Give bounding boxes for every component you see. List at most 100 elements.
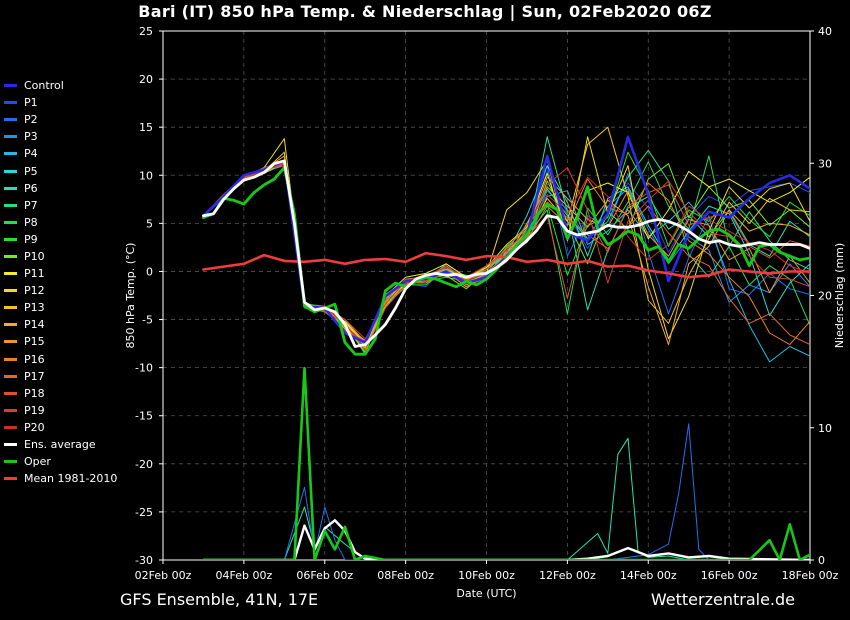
legend-swatch (4, 460, 17, 464)
legend-swatch (4, 152, 17, 156)
legend-label: P5 (24, 164, 38, 178)
series-line (201, 159, 810, 348)
legend-item: Oper (4, 453, 134, 470)
legend-item: P6 (4, 180, 134, 197)
precip-line (202, 519, 810, 560)
legend-label: P9 (24, 232, 38, 246)
y2-tick-label: 40 (818, 25, 832, 38)
legend-swatch (4, 425, 17, 429)
legend-label: P12 (24, 284, 45, 298)
legend-swatch (4, 374, 17, 378)
legend-label: Mean 1981-2010 (24, 472, 118, 486)
x-axis-title: Date (UTC) (456, 587, 516, 600)
legend-label: P1 (24, 96, 38, 110)
y-tick-label: -5 (142, 314, 153, 327)
y-tick-label: -25 (135, 506, 153, 519)
legend-item: P19 (4, 402, 134, 419)
legend-label: Control (24, 79, 64, 93)
x-tick-label: 12Feb 00z (539, 569, 596, 582)
y-tick-label: 20 (139, 73, 153, 86)
legend-item: P2 (4, 111, 134, 128)
legend-swatch (4, 254, 17, 258)
legend-label: P17 (24, 369, 45, 383)
legend-item: Mean 1981-2010 (4, 470, 134, 487)
legend-label: P3 (24, 130, 38, 144)
legend-swatch (4, 272, 17, 276)
legend-swatch (4, 220, 17, 224)
legend-item: P4 (4, 145, 134, 162)
x-tick-label: 18Feb 00z (782, 569, 839, 582)
y-tick-label: -10 (135, 362, 153, 375)
legend-item: P10 (4, 248, 134, 265)
legend-label: P18 (24, 386, 45, 400)
legend-label: P13 (24, 301, 45, 315)
y-tick-label: 0 (146, 265, 153, 278)
y-tick-label: 25 (139, 25, 153, 38)
legend-item: P16 (4, 351, 134, 368)
legend-label: P11 (24, 267, 45, 281)
legend-swatch (4, 135, 17, 139)
legend-swatch (4, 306, 17, 310)
y-tick-label: -30 (135, 554, 153, 567)
legend-swatch (4, 357, 17, 361)
y-tick-label: 15 (139, 121, 153, 134)
x-tick-label: 16Feb 00z (701, 569, 758, 582)
legend-label: Ens. average (24, 438, 96, 452)
legend-label: P6 (24, 181, 38, 195)
legend-item: P3 (4, 128, 134, 145)
legend-swatch (4, 289, 17, 293)
model-label: GFS Ensemble, 41N, 17E (120, 590, 319, 609)
legend-item: P18 (4, 385, 134, 402)
series-line (202, 161, 810, 340)
grid (162, 30, 811, 561)
y2-tick-label: 10 (818, 422, 832, 435)
x-tick-label: 02Feb 00z (135, 569, 192, 582)
legend-label: P16 (24, 352, 45, 366)
legend-item: Control (4, 77, 134, 94)
x-tick-label: 14Feb 00z (620, 569, 677, 582)
legend-item: P12 (4, 282, 134, 299)
legend-label: P19 (24, 403, 45, 417)
legend-item: P5 (4, 162, 134, 179)
legend-item: Ens. average (4, 436, 134, 453)
legend-swatch (4, 477, 17, 481)
y-tick-label: 10 (139, 169, 153, 182)
legend-label: P10 (24, 249, 45, 263)
legend-item: P17 (4, 368, 134, 385)
plot-area (201, 126, 810, 560)
legend-swatch (4, 391, 17, 395)
legend-swatch (4, 203, 17, 207)
legend-swatch (4, 340, 17, 344)
x-tick-label: 06Feb 00z (296, 569, 353, 582)
y2-tick-label: 20 (818, 290, 832, 303)
legend-item: P11 (4, 265, 134, 282)
legend-item: P1 (4, 94, 134, 111)
legend-swatch (4, 84, 17, 88)
x-tick-label: 08Feb 00z (377, 569, 434, 582)
legend-item: P13 (4, 299, 134, 316)
legend-item: P7 (4, 197, 134, 214)
legend-label: P8 (24, 215, 38, 229)
legend-label: P14 (24, 318, 45, 332)
chart-title: Bari (IT) 850 hPa Temp. & Niederschlag |… (138, 2, 712, 21)
legend-item: P20 (4, 419, 134, 436)
x-tick-label: 04Feb 00z (216, 569, 273, 582)
legend-swatch (4, 237, 17, 241)
legend-label: P15 (24, 335, 45, 349)
legend-label: P20 (24, 420, 45, 434)
legend-item: P9 (4, 231, 134, 248)
legend: Control P1 P2 P3 P4 P5 P6 P7 P8 P9 P10 P11 P12 P13 P14… (4, 77, 134, 487)
y2-tick-label: 0 (818, 554, 825, 567)
y2-axis-title: Niederschlag (mm) (833, 243, 846, 348)
legend-swatch (4, 169, 17, 173)
legend-swatch (4, 118, 17, 122)
legend-item: P15 (4, 333, 134, 350)
y-tick-label: -15 (135, 410, 153, 423)
legend-swatch (4, 186, 17, 190)
legend-label: Oper (24, 455, 51, 469)
legend-swatch (4, 408, 17, 412)
legend-item: P14 (4, 316, 134, 333)
y-tick-label: -20 (135, 458, 153, 471)
legend-label: P2 (24, 113, 38, 127)
legend-swatch (4, 443, 17, 447)
